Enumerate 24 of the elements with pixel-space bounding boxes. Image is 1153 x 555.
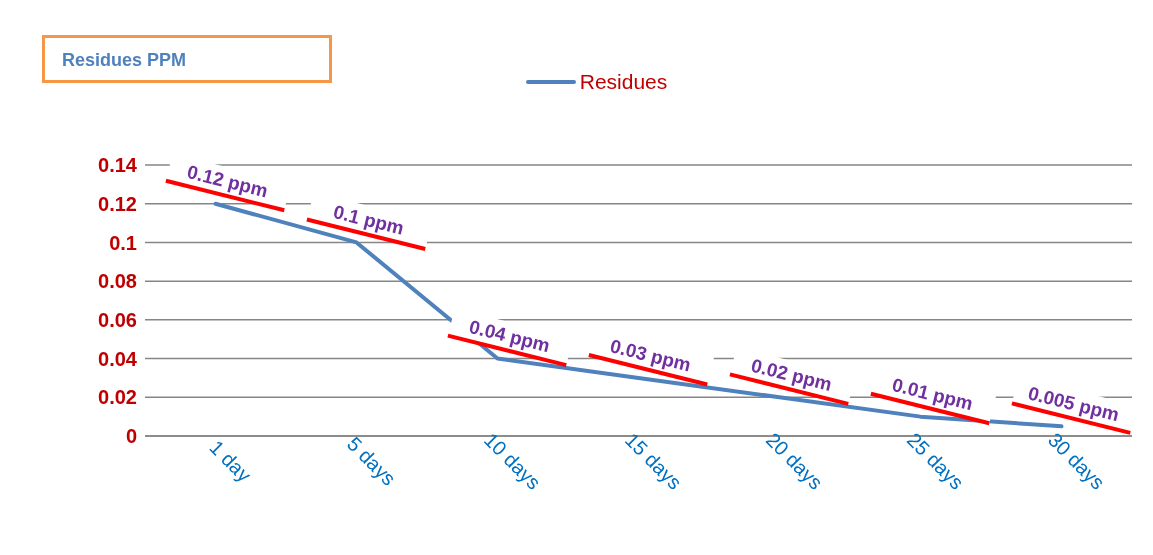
y-tick-label: 0.14	[98, 154, 138, 177]
data-label: 0.04 ppm	[467, 315, 553, 357]
data-label: 0.005 ppm	[1025, 382, 1122, 426]
x-tick-label: 5 days	[342, 432, 401, 490]
x-tick-label: 10 days	[479, 428, 545, 494]
y-tick-label: 0	[125, 425, 137, 448]
x-tick-label: 25 days	[902, 428, 968, 494]
x-tick-label: 1 day	[205, 435, 256, 487]
x-tick-label: 15 days	[620, 428, 686, 494]
y-tick-label: 0.08	[98, 270, 137, 293]
data-label: 0.12 ppm	[185, 161, 271, 202]
data-label: 0.02 ppm	[749, 354, 835, 395]
y-tick-label: 0.04	[98, 347, 138, 370]
data-label: 0.1 ppm	[331, 201, 406, 239]
x-tick-label: 30 days	[1043, 428, 1109, 494]
y-tick-label: 0.1	[109, 231, 137, 254]
legend-label: Residues	[579, 70, 668, 94]
y-tick-label: 0.02	[98, 386, 137, 409]
data-label: 0.03 ppm	[608, 335, 694, 376]
y-tick-label: 0.06	[98, 308, 137, 331]
chart-title: Residues PPM	[42, 35, 332, 83]
data-label: 0.01 ppm	[890, 374, 976, 415]
y-tick-label: 0.12	[98, 192, 137, 215]
x-tick-label: 20 days	[761, 428, 827, 494]
